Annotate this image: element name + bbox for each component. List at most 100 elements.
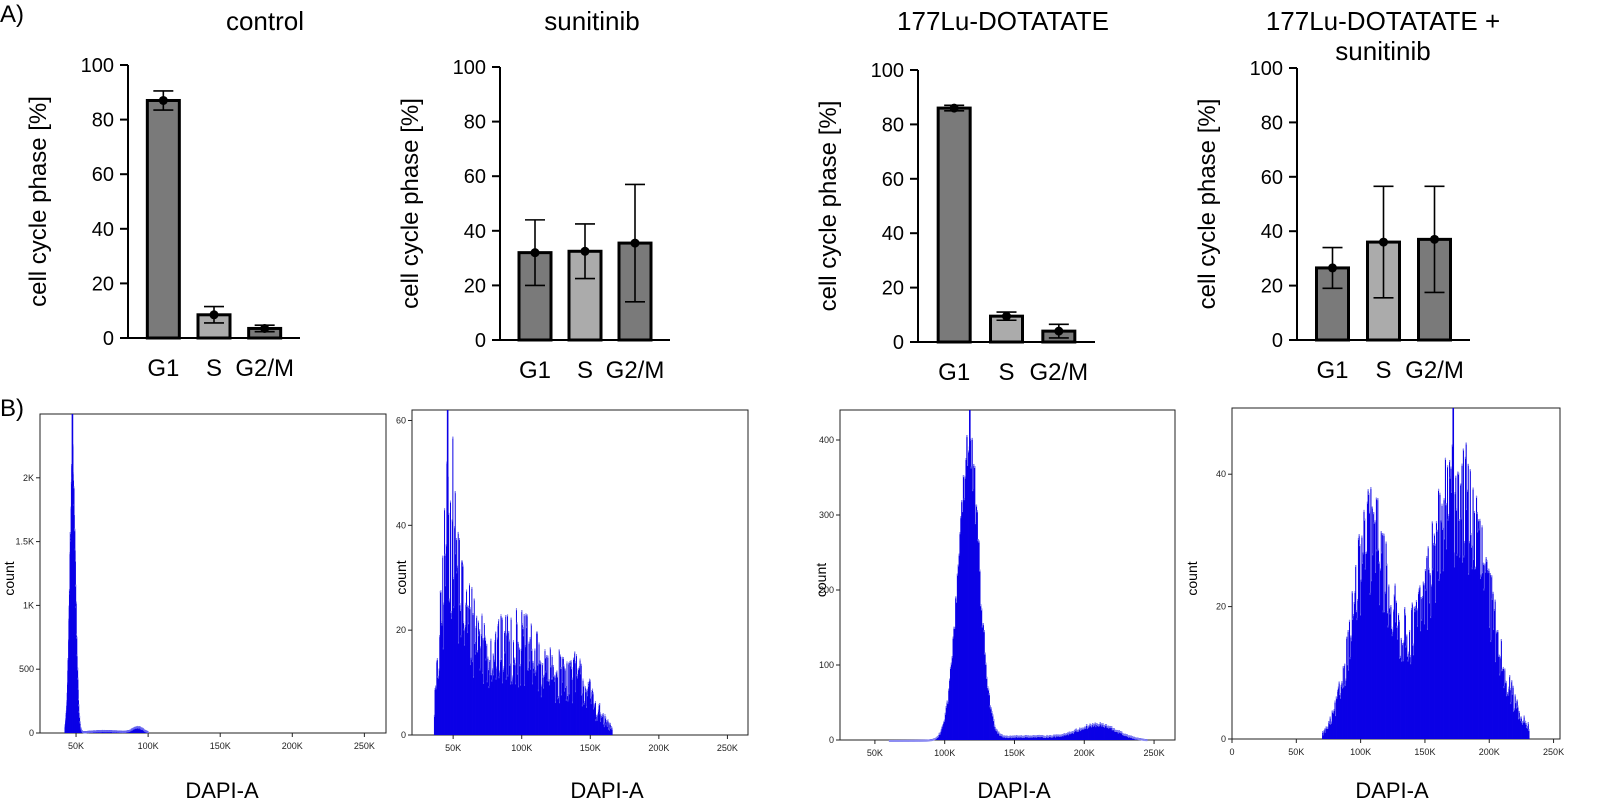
histogram-bin xyxy=(1497,630,1499,739)
histogram-bin-edge xyxy=(522,627,524,630)
histogram-bin-edge xyxy=(465,602,467,605)
histogram-bin-edge xyxy=(77,687,79,690)
mean-point xyxy=(630,238,640,248)
histogram-bin xyxy=(1405,645,1407,739)
histogram-bin xyxy=(1004,735,1006,740)
histogram-bin-edge xyxy=(1390,605,1392,608)
histogram-bin-edge xyxy=(1493,627,1495,630)
histogram-bin xyxy=(434,688,436,735)
histogram-bin-edge xyxy=(75,584,77,587)
histogram-bin-edge xyxy=(1424,622,1426,625)
histogram-bin-edge xyxy=(548,679,550,682)
histogram-bin-edge xyxy=(946,700,948,703)
histogram-bin xyxy=(1050,735,1052,740)
histogram-bars xyxy=(433,410,613,735)
histogram-bin xyxy=(1386,611,1389,739)
histogram-bin-edge xyxy=(900,739,903,742)
y-axis-label: count xyxy=(1,561,17,595)
histogram-bin xyxy=(1511,692,1513,739)
histogram-bin-edge xyxy=(1018,735,1021,738)
histogram-bin xyxy=(1016,735,1018,740)
histogram-bin xyxy=(1467,489,1469,739)
histogram-bin-edge xyxy=(1464,541,1466,544)
histogram-bin xyxy=(475,625,477,735)
histogram-bin xyxy=(566,661,568,735)
histogram-bin xyxy=(1479,518,1481,739)
histogram-bin-edge xyxy=(1144,739,1146,742)
histogram-bin-edge xyxy=(979,569,981,572)
histogram-bin-edge xyxy=(556,675,558,678)
histogram-bin xyxy=(1126,734,1128,740)
histogram-bin xyxy=(603,725,605,735)
histogram-bin xyxy=(572,701,574,735)
histogram-bin-edge xyxy=(1344,663,1346,666)
histogram-bin-edge xyxy=(1368,511,1371,514)
histogram-bin-edge xyxy=(1420,629,1422,632)
histogram-bin-edge xyxy=(956,573,959,576)
histogram-bin xyxy=(458,641,460,735)
histogram-bin-edge xyxy=(1434,543,1436,546)
histogram-bin-edge xyxy=(973,463,975,466)
histogram-bin-edge xyxy=(1100,723,1102,726)
histogram-bin xyxy=(535,670,537,735)
histogram-bin-edge xyxy=(1020,735,1022,738)
histogram-bin xyxy=(991,711,993,740)
histogram-bin xyxy=(551,655,553,735)
histogram-bin-edge xyxy=(1432,568,1434,571)
histogram-bin xyxy=(1473,558,1475,739)
mean-point xyxy=(209,310,219,320)
histogram-bin xyxy=(1382,610,1384,739)
histogram-bin-edge xyxy=(1145,739,1147,742)
histogram-bin xyxy=(1098,724,1100,740)
histogram-bin-edge xyxy=(1069,732,1071,735)
histogram-bin xyxy=(1115,730,1117,740)
histogram-bin-edge xyxy=(507,614,509,617)
category-label: G1 xyxy=(1316,357,1348,384)
histogram-bin xyxy=(1527,722,1529,739)
histogram-bin-edge xyxy=(1393,609,1395,612)
histogram-bin xyxy=(1380,531,1382,739)
histogram-bin-edge xyxy=(539,660,541,663)
histogram-bin xyxy=(1453,565,1455,739)
histogram-bin-edge xyxy=(508,639,510,642)
histogram-bin-edge xyxy=(1102,723,1104,726)
histogram-bin xyxy=(1100,723,1102,740)
y-tick-label: 500 xyxy=(19,664,34,674)
histogram-bin xyxy=(989,705,991,740)
histogram-bin-edge xyxy=(1476,512,1478,515)
histogram-bin-edge xyxy=(922,739,924,742)
histogram-bin-edge xyxy=(75,559,76,562)
histogram-bin-edge xyxy=(1003,735,1005,738)
histogram-bin xyxy=(1506,694,1508,739)
histogram-bars xyxy=(1322,408,1530,739)
y-tick-label: 0 xyxy=(1221,734,1226,744)
histogram-bin xyxy=(476,615,478,735)
histogram-bin-edge xyxy=(1348,619,1351,622)
histogram-bin xyxy=(600,715,602,735)
histogram-bin-edge xyxy=(486,643,488,646)
histogram-bin xyxy=(1475,495,1478,739)
histogram-bin xyxy=(1121,731,1123,740)
histogram-bin-edge xyxy=(1489,625,1491,628)
histogram-bin xyxy=(1023,735,1025,740)
histogram-bin xyxy=(482,671,484,735)
histogram-bin-edge xyxy=(1466,508,1468,511)
histogram-bin-edge xyxy=(525,613,527,616)
histogram-bin-edge xyxy=(1044,735,1046,738)
histogram-bin xyxy=(1483,588,1485,739)
histogram-bin-edge xyxy=(1511,692,1513,695)
histogram-bin xyxy=(561,693,563,735)
histogram-bin xyxy=(1349,657,1351,739)
histogram-bin-edge xyxy=(549,683,551,686)
histogram-bin-edge xyxy=(1477,530,1479,533)
histogram-bin-edge xyxy=(457,565,459,568)
histogram-bin-edge xyxy=(1494,599,1496,602)
histogram-bin xyxy=(1364,567,1366,739)
histogram-bin-edge xyxy=(603,725,605,728)
histogram-bin-edge xyxy=(1335,696,1337,699)
histogram-bin xyxy=(1411,602,1413,739)
histogram-bin-edge xyxy=(1091,725,1093,728)
histogram-bin-edge xyxy=(1047,735,1049,738)
histogram-bin-edge xyxy=(947,702,949,705)
histogram-bin-edge xyxy=(921,739,923,742)
